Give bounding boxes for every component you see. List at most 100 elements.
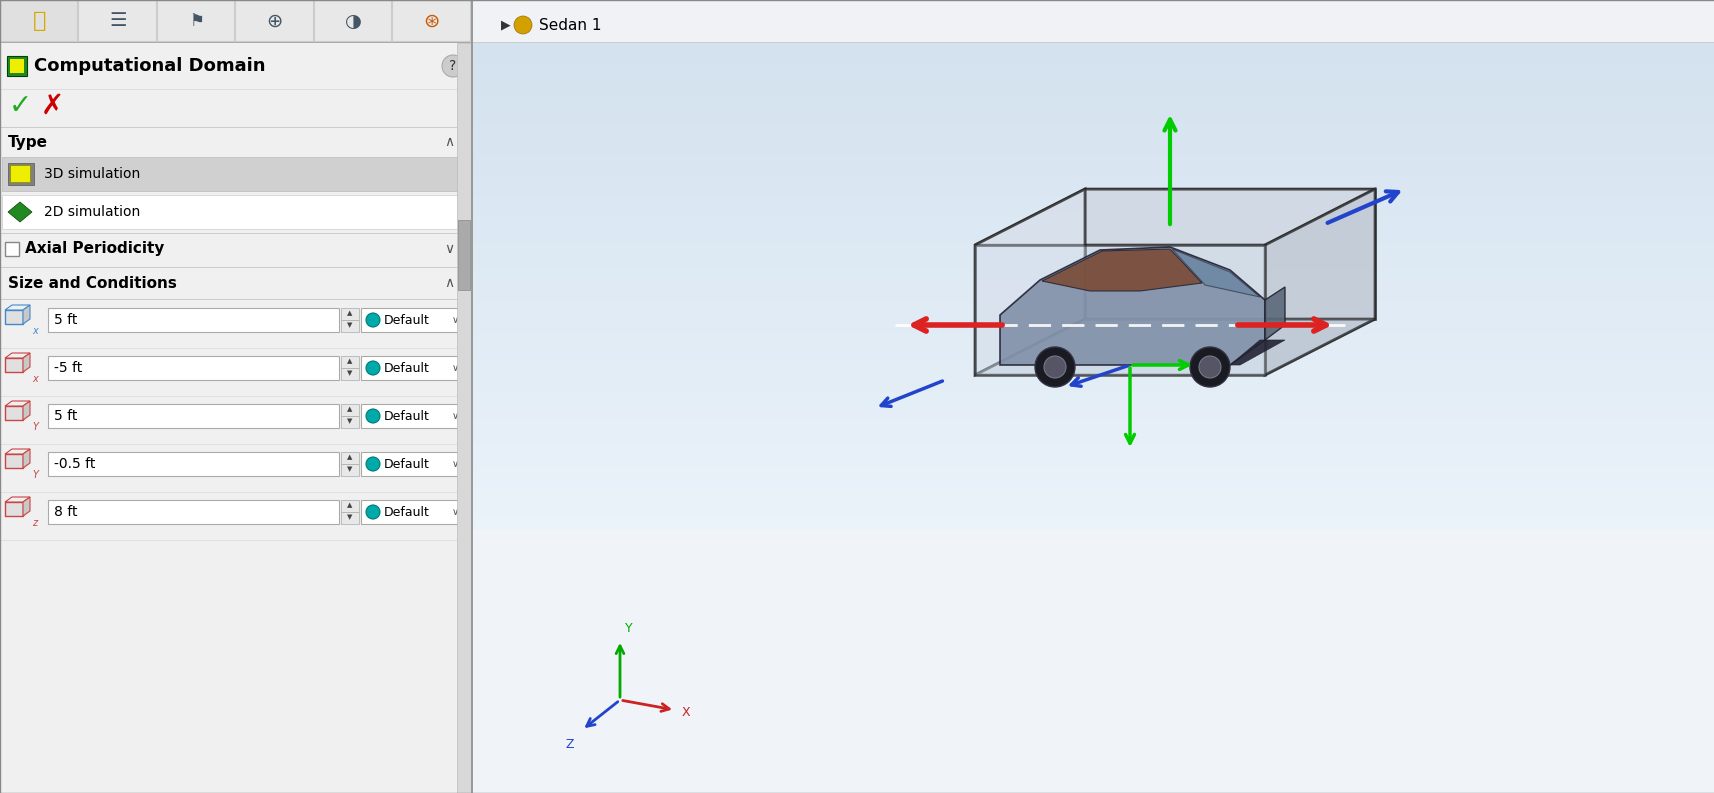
Bar [471, 312, 1714, 318]
Bar [471, 477, 1714, 482]
Bar [471, 243, 1714, 249]
Bar [471, 138, 1714, 143]
Bar [471, 90, 1714, 95]
Bar [471, 175, 1714, 180]
Bar [0, 233, 471, 234]
Bar [471, 514, 1714, 519]
Text: Y: Y [33, 422, 38, 432]
Polygon shape [22, 353, 29, 372]
Text: z: z [33, 518, 38, 528]
Bar [473, 42, 1714, 43]
Bar [471, 170, 1714, 175]
Text: ∨: ∨ [451, 363, 458, 373]
Bar [471, 450, 1714, 456]
Text: ∧: ∧ [444, 135, 454, 149]
Bar [471, 276, 1714, 281]
Bar [471, 106, 1714, 111]
Text: ▼: ▼ [348, 514, 353, 520]
Bar [471, 509, 1714, 514]
Bar [360, 500, 463, 524]
Text: Sedan 1: Sedan 1 [538, 17, 602, 33]
Text: ⊛: ⊛ [423, 12, 440, 30]
Text: Y: Y [33, 470, 38, 480]
Bar [471, 42, 1714, 48]
Circle shape [365, 313, 381, 327]
Text: Default: Default [384, 313, 430, 327]
Bar [360, 356, 463, 380]
Text: ✗: ✗ [41, 92, 63, 120]
Polygon shape [1229, 340, 1284, 365]
Bar [471, 249, 1714, 255]
Bar [471, 466, 1714, 472]
Text: ⚑: ⚑ [189, 12, 204, 30]
Bar [0, 492, 471, 493]
Bar [341, 464, 358, 476]
Bar [341, 356, 358, 368]
Bar [471, 482, 1714, 488]
Polygon shape [975, 319, 1375, 375]
Polygon shape [975, 245, 1265, 375]
Bar [471, 387, 1714, 393]
Text: 8 ft: 8 ft [53, 505, 77, 519]
Bar [471, 164, 1714, 170]
Polygon shape [22, 305, 29, 324]
Bar [471, 26, 1714, 32]
Bar [471, 0, 473, 793]
Text: 2D simulation: 2D simulation [45, 205, 141, 219]
Bar [471, 201, 1714, 207]
Bar [471, 292, 1714, 297]
Bar [0, 444, 471, 445]
Bar [0, 396, 471, 397]
Bar [471, 525, 1714, 530]
Bar [10, 59, 24, 73]
Bar [471, 265, 1714, 270]
Text: 5 ft: 5 ft [53, 409, 77, 423]
Bar [471, 355, 1714, 360]
Bar [471, 350, 1714, 355]
Polygon shape [22, 401, 29, 420]
Text: ▼: ▼ [348, 322, 353, 328]
Polygon shape [5, 305, 29, 310]
Bar [471, 69, 1714, 75]
Polygon shape [999, 247, 1265, 365]
Text: ▼: ▼ [348, 418, 353, 424]
Bar [471, 239, 1714, 243]
Bar [471, 196, 1714, 201]
Text: ▲: ▲ [348, 454, 353, 460]
Bar [471, 127, 1714, 132]
Bar [471, 371, 1714, 377]
Bar [473, 0, 1714, 42]
Bar [471, 297, 1714, 302]
Bar [393, 0, 470, 41]
Polygon shape [1042, 249, 1202, 291]
Text: ⊕: ⊕ [266, 12, 283, 30]
Bar [471, 424, 1714, 429]
Bar [471, 397, 1714, 403]
Bar [471, 445, 1714, 450]
Text: ∧: ∧ [444, 276, 454, 290]
Bar [360, 308, 463, 332]
Bar [471, 498, 1714, 504]
Bar [471, 101, 1714, 106]
Bar [0, 0, 471, 793]
Bar [360, 404, 463, 428]
Bar [471, 393, 1714, 397]
Bar [0, 267, 471, 268]
Bar [0, 0, 77, 41]
Bar [471, 37, 1714, 42]
Polygon shape [975, 189, 1085, 375]
Bar [5, 242, 19, 256]
Polygon shape [9, 202, 33, 222]
Bar [5, 406, 22, 420]
Text: Computational Domain: Computational Domain [34, 57, 266, 75]
Text: ∨: ∨ [451, 315, 458, 325]
Bar [471, 228, 1714, 233]
Bar [471, 488, 1714, 493]
Bar [341, 320, 358, 332]
Polygon shape [22, 449, 29, 468]
Bar [341, 500, 358, 512]
Bar [471, 281, 1714, 286]
Bar [471, 403, 1714, 408]
Bar [471, 419, 1714, 424]
Circle shape [365, 409, 381, 423]
